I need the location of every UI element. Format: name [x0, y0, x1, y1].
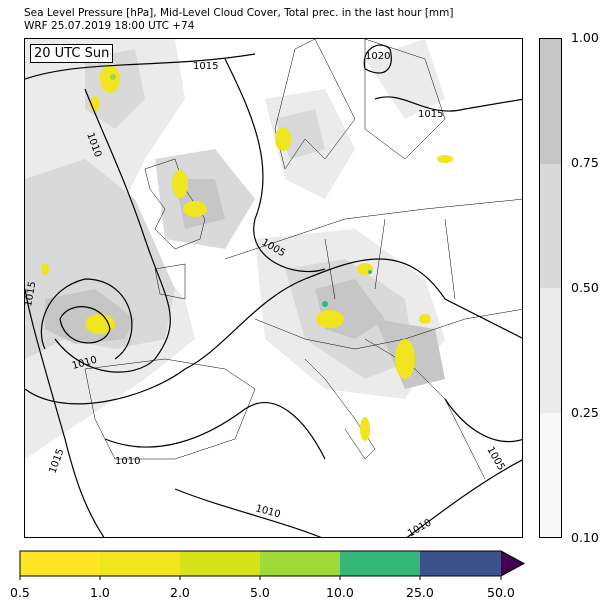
- cloud-level-3: [540, 288, 561, 413]
- precip-tick: 50.0: [487, 585, 515, 600]
- precip-tick: 2.0: [170, 585, 190, 600]
- isobar-label: 1015: [25, 281, 38, 308]
- precip-extend-arrow: [501, 551, 524, 576]
- weather-map: 1015 1020 1015 1010 1005 1015 1010 1015 …: [24, 38, 523, 538]
- isobar-label: 1015: [193, 61, 218, 72]
- cloud-cover-layer: [25, 39, 445, 459]
- valid-time-label: 20 UTC Sun: [30, 44, 114, 63]
- isobar-label: 1010: [406, 517, 434, 538]
- precip-tick: 25.0: [406, 585, 434, 600]
- isobar-label: 1015: [47, 447, 66, 475]
- cloud-level-1: [540, 39, 561, 164]
- precip-level: [100, 551, 180, 576]
- cloud-tick: 0.50: [571, 280, 599, 295]
- precip-level: [20, 551, 100, 576]
- map-canvas: 1015 1020 1015 1010 1005 1015 1010 1015 …: [25, 39, 522, 538]
- isobar-label: 1015: [418, 109, 443, 120]
- precip-level: [260, 551, 340, 576]
- precipitation-layer: [41, 65, 453, 441]
- precip-level: [340, 551, 420, 576]
- cloud-tick: 1.00: [571, 30, 599, 45]
- cloud-tick: 0.10: [571, 530, 599, 545]
- precip-level: [180, 551, 260, 576]
- isobar-label: 1010: [115, 456, 140, 467]
- cloud-colorbar: [539, 38, 562, 538]
- precip-tick: 1.0: [90, 585, 110, 600]
- chart-subtitle: WRF 25.07.2019 18:00 UTC +74: [24, 20, 195, 32]
- chart-title: Sea Level Pressure [hPa], Mid-Level Clou…: [24, 7, 454, 19]
- isobars: [25, 44, 522, 537]
- cloud-level-2: [540, 163, 561, 288]
- isobar-label: 1005: [484, 445, 506, 473]
- isobar-label: 1020: [365, 51, 390, 62]
- precip-tick: 5.0: [250, 585, 270, 600]
- coastlines-borders: [84, 39, 522, 480]
- precip-tick: 0.5: [10, 585, 30, 600]
- precip-tick: 10.0: [326, 585, 354, 600]
- cloud-tick: 0.75: [571, 155, 599, 170]
- precip-level: [420, 551, 501, 576]
- cloud-tick: 0.25: [571, 405, 599, 420]
- cloud-level-4: [540, 412, 561, 537]
- precip-colorbar: [19, 550, 526, 580]
- isobar-label: 1010: [254, 503, 281, 520]
